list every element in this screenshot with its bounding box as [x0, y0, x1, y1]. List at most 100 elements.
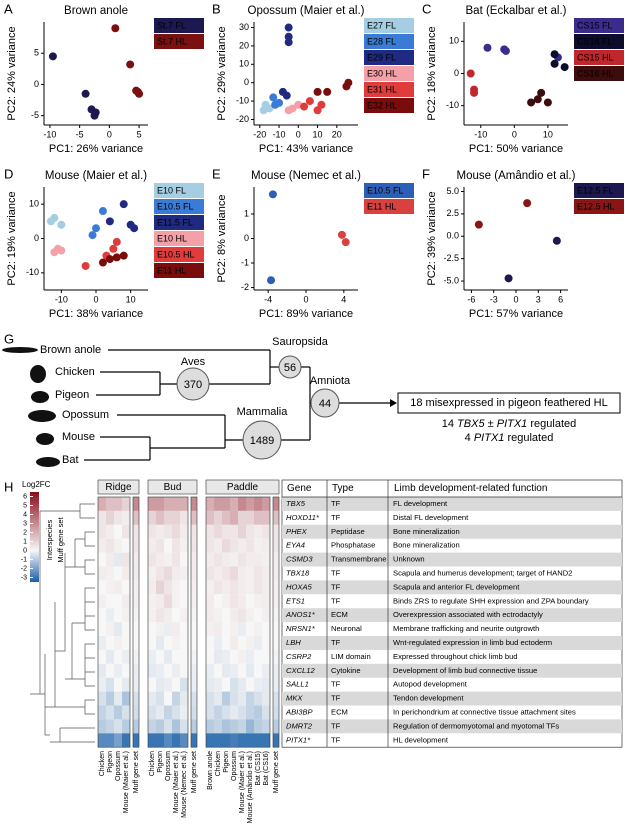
heat-cell: [238, 510, 246, 525]
heat-cell: [122, 580, 130, 595]
data-point: [344, 78, 353, 87]
heat-cell: [114, 538, 122, 553]
table-cell: TBX18: [286, 568, 310, 577]
legend-swatch: [364, 50, 414, 65]
column-label: Opossum: [231, 751, 238, 781]
x-tick-label: -4: [264, 294, 272, 304]
heat-cell: [98, 733, 106, 748]
heat-cell: [122, 552, 130, 567]
table-cell: Expressed throughout chick limb bud: [393, 652, 518, 661]
heat-cell: [206, 691, 214, 706]
heat-cell: [172, 636, 180, 650]
heat-cell: [180, 580, 188, 595]
heat-cell: [164, 552, 172, 567]
heat-cell: [172, 622, 180, 636]
y-tick-label: 10: [29, 199, 39, 209]
heat-cell: [246, 566, 254, 581]
heat-cell: [238, 497, 246, 511]
summary-part: PITX1: [474, 432, 505, 444]
heat-cell: [148, 497, 156, 511]
heat-cell: [122, 705, 130, 720]
heat-cell: [246, 663, 254, 678]
heat-cell: [254, 538, 262, 553]
x-tick-label: -20: [253, 129, 266, 139]
heat-cell: [230, 580, 238, 595]
heat-cell: [122, 636, 130, 650]
data-point: [550, 50, 559, 59]
heat-cell: [148, 524, 156, 539]
heat-cell: [114, 566, 122, 581]
chart-title: Mouse (Nemec et al.): [251, 170, 361, 182]
data-point: [550, 59, 559, 68]
heat-cell: [156, 552, 164, 567]
heat-cell: [122, 622, 130, 636]
muff-cell: [273, 649, 279, 664]
table-cell: FL development: [393, 499, 448, 508]
heat-cell: [246, 691, 254, 706]
table-row-bg: [282, 524, 622, 539]
heat-cell: [214, 580, 222, 595]
heat-cell: [164, 566, 172, 581]
heat-cell: [262, 524, 270, 539]
heat-cell: [172, 649, 180, 664]
clade-name: Mammalia: [237, 406, 289, 418]
summary-part: PITX1: [497, 418, 528, 430]
table-cell: CSMD3: [286, 555, 313, 564]
heat-cell: [222, 733, 230, 748]
heat-cell: [148, 705, 156, 720]
y-tick-label: -2: [241, 282, 249, 292]
colorbar-label: 1: [23, 538, 27, 545]
table-cell: Bone mineralization: [393, 541, 460, 550]
data-point: [523, 199, 532, 208]
heat-cell: [106, 580, 114, 595]
muff-cell: [273, 594, 279, 609]
heat-cell: [114, 524, 122, 539]
clade-count: 370: [184, 379, 202, 391]
heat-cell: [98, 663, 106, 678]
heat-cell: [246, 649, 254, 664]
heat-cell: [106, 719, 114, 734]
table-cell: Unknown: [393, 555, 425, 564]
data-point: [57, 220, 66, 229]
heat-cell: [206, 497, 214, 511]
heat-cell: [98, 705, 106, 720]
column-label: Muff gene set: [133, 751, 140, 793]
leaf-label: Mouse: [62, 431, 95, 443]
heat-cell: [230, 538, 238, 553]
heat-cell: [222, 705, 230, 720]
heat-frame: [147, 496, 189, 748]
heat-cell: [148, 538, 156, 553]
clade-name: Aves: [181, 356, 206, 368]
heat-cell: [180, 733, 188, 748]
heat-cell: [246, 497, 254, 511]
legend-label: E11 HL: [367, 201, 396, 211]
heat-cell: [254, 566, 262, 581]
heat-cell: [172, 608, 180, 623]
column-label: Chicken: [99, 751, 106, 776]
heat-cell: [106, 677, 114, 692]
data-point: [284, 38, 293, 47]
heat-cell: [114, 649, 122, 664]
data-point: [552, 236, 561, 245]
x-tick-label: -3: [490, 294, 498, 304]
muff-cell: [133, 622, 139, 636]
heat-cell: [262, 538, 270, 553]
table-cell: Scapula and humerus development; target …: [393, 568, 572, 577]
heat-cell: [156, 566, 164, 581]
heat-cell: [98, 594, 106, 609]
muff-cell: [273, 538, 279, 553]
muff-cell: [133, 733, 139, 748]
heat-cell: [122, 594, 130, 609]
y-tick-label: 0: [454, 68, 459, 78]
muff-cell: [191, 538, 197, 553]
heat-cell: [172, 677, 180, 692]
legend-label: E27 FL: [367, 20, 396, 30]
heat-cell: [246, 705, 254, 720]
y-tick-label: -5: [31, 110, 39, 120]
legend-swatch: [154, 183, 204, 198]
data-point: [470, 88, 479, 97]
muff-cell: [133, 719, 139, 734]
table-cell: SALL1: [286, 680, 309, 689]
table-cell: TF: [331, 582, 341, 591]
heat-cell: [238, 538, 246, 553]
